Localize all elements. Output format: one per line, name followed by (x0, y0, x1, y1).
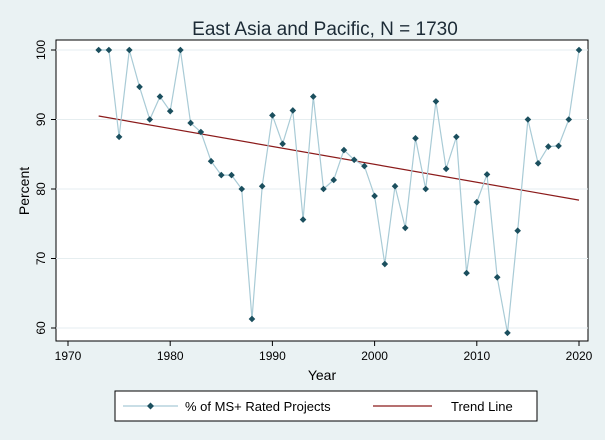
data-point (371, 192, 378, 200)
x-tick-label: 2000 (361, 349, 388, 363)
y-tick-label: 100 (34, 40, 48, 60)
data-point (422, 185, 429, 193)
data-point (401, 224, 409, 232)
data-point (534, 159, 542, 167)
y-tick-label: 90 (34, 113, 48, 127)
y-tick-label: 60 (34, 321, 48, 335)
x-axis-ticks: 1970 1980 1990 2000 2010 2020 (55, 341, 593, 363)
data-point (330, 176, 338, 184)
data-point (187, 119, 194, 127)
data-point (279, 140, 286, 148)
y-tick-label: 70 (34, 252, 48, 266)
data-point (432, 98, 440, 105)
chart-title: East Asia and Pacific, N = 1730 (192, 19, 458, 40)
data-point (156, 93, 164, 100)
data-point (453, 133, 460, 141)
data-point (146, 116, 154, 123)
data-point (218, 171, 225, 179)
x-tick-label: 2010 (463, 349, 490, 363)
data-point (289, 107, 297, 114)
data-point (545, 143, 552, 150)
data-point (207, 157, 215, 165)
x-tick-label: 1970 (55, 349, 82, 363)
data-point (258, 182, 266, 190)
data-point (350, 156, 358, 164)
data-point (126, 46, 133, 54)
legend-label-trend: Trend Line (451, 399, 513, 414)
data-point (463, 269, 470, 277)
data-point (320, 185, 327, 193)
legend-box (114, 390, 538, 422)
data-point (412, 134, 419, 142)
data-point (381, 260, 389, 268)
data-point (105, 46, 113, 54)
data-point (504, 329, 511, 337)
data-point (361, 162, 368, 170)
y-axis-label: Percent (16, 167, 32, 215)
x-axis-label: Year (308, 367, 337, 383)
data-point (177, 46, 184, 54)
legend-label-series: % of MS+ Rated Projects (185, 399, 331, 414)
data-point (166, 107, 174, 115)
data-point (136, 83, 143, 91)
data-point (493, 273, 501, 281)
data-point (228, 171, 235, 179)
data-point (309, 93, 317, 100)
series-line (98, 49, 580, 334)
data-point (269, 112, 276, 119)
data-point (555, 142, 562, 150)
y-tick-label: 80 (34, 182, 48, 196)
legend-series-marker (147, 402, 154, 410)
trend-line-series (98, 115, 580, 201)
x-tick-label: 1990 (259, 349, 286, 363)
x-tick-label: 2020 (566, 349, 593, 363)
data-point (524, 116, 532, 123)
data-point (95, 46, 102, 54)
ms-rated-series (95, 46, 583, 337)
y-axis-ticks: 60 70 80 90 100 (34, 40, 56, 335)
trend-line (98, 115, 580, 201)
data-point (238, 185, 246, 193)
data-point (565, 116, 573, 123)
data-point (473, 198, 481, 206)
data-point (197, 128, 205, 136)
grid-lines (56, 49, 588, 329)
data-point (299, 216, 307, 223)
data-point (483, 171, 491, 178)
legend: % of MS+ Rated Projects Trend Line (114, 390, 538, 422)
data-point (442, 165, 450, 173)
data-point (514, 227, 521, 234)
data-point (340, 146, 348, 154)
x-tick-label: 1980 (157, 349, 184, 363)
data-point (248, 315, 256, 323)
data-point (115, 133, 123, 141)
data-point (575, 46, 583, 54)
data-point (391, 182, 399, 190)
